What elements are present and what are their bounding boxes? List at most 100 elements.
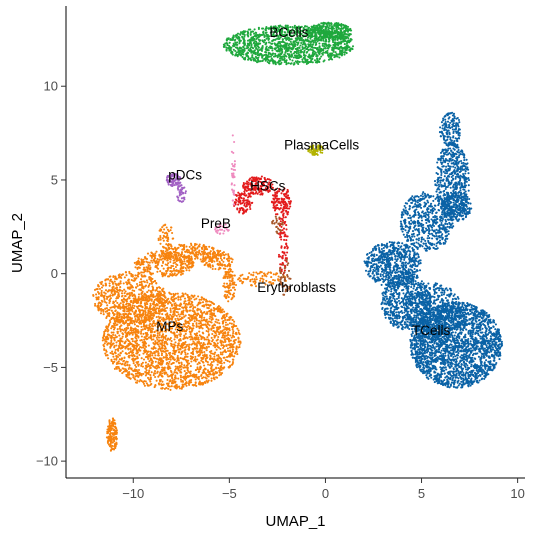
data-point xyxy=(415,260,418,263)
data-point xyxy=(408,254,411,257)
data-point xyxy=(254,55,257,58)
data-point xyxy=(256,58,260,61)
data-point xyxy=(439,190,442,193)
data-point xyxy=(431,212,434,215)
data-point xyxy=(429,205,432,208)
data-point xyxy=(429,209,432,212)
data-point xyxy=(440,183,443,187)
data-point xyxy=(441,217,445,221)
data-point xyxy=(370,262,373,265)
data-point xyxy=(255,40,258,43)
data-point xyxy=(410,233,414,236)
data-point xyxy=(429,242,432,245)
data-point xyxy=(481,373,484,376)
data-point xyxy=(453,334,456,337)
data-point xyxy=(404,264,407,267)
data-point xyxy=(464,216,467,219)
data-point xyxy=(285,63,288,66)
data-point xyxy=(277,54,280,57)
data-point xyxy=(271,42,274,45)
data-point xyxy=(447,232,450,236)
data-point xyxy=(257,27,260,31)
data-point xyxy=(444,354,447,357)
data-point xyxy=(466,207,469,210)
data-point xyxy=(257,42,260,45)
data-point xyxy=(322,42,326,45)
data-point xyxy=(392,324,395,327)
data-point xyxy=(454,183,457,186)
data-point xyxy=(444,157,447,161)
data-point xyxy=(394,308,398,311)
data-point xyxy=(440,221,443,225)
data-point xyxy=(261,27,265,30)
data-point xyxy=(420,238,423,241)
data-point xyxy=(467,189,470,192)
data-point xyxy=(397,296,400,299)
data-point xyxy=(404,206,407,209)
data-point xyxy=(428,246,431,249)
data-point xyxy=(319,28,322,31)
data-point xyxy=(397,276,400,279)
data-point xyxy=(401,306,404,309)
data-point xyxy=(464,209,467,212)
data-point xyxy=(405,253,408,256)
data-point xyxy=(445,196,448,199)
data-point xyxy=(457,166,460,169)
data-point xyxy=(389,249,392,252)
data-point xyxy=(414,213,417,216)
data-point xyxy=(410,281,413,284)
data-point xyxy=(436,161,439,164)
data-point xyxy=(465,328,468,331)
data-point xyxy=(271,39,274,42)
data-point xyxy=(330,27,333,30)
data-point xyxy=(406,234,409,237)
data-point xyxy=(447,214,450,217)
data-point xyxy=(313,26,316,29)
data-point xyxy=(400,321,403,324)
data-point xyxy=(414,195,417,198)
data-point xyxy=(311,40,314,43)
data-point xyxy=(446,120,450,123)
data-point xyxy=(444,118,447,121)
data-point xyxy=(235,36,238,39)
data-point xyxy=(390,258,393,261)
data-point xyxy=(252,47,255,50)
data-point xyxy=(449,191,453,194)
data-point xyxy=(371,270,375,273)
data-point xyxy=(403,222,406,225)
data-point xyxy=(443,127,446,130)
data-point xyxy=(458,183,461,186)
data-point xyxy=(453,195,456,198)
data-point xyxy=(317,48,320,51)
data-point xyxy=(421,228,425,231)
data-point xyxy=(441,236,444,239)
data-point xyxy=(408,259,411,263)
data-point xyxy=(408,208,411,211)
data-point xyxy=(411,290,414,293)
data-point xyxy=(371,254,374,257)
data-point xyxy=(444,161,447,164)
data-point xyxy=(377,244,380,247)
data-point xyxy=(421,197,424,200)
data-point xyxy=(344,32,347,36)
data-point xyxy=(446,225,449,228)
data-point xyxy=(447,147,450,150)
data-point xyxy=(344,46,347,49)
data-point xyxy=(281,58,284,61)
data-point xyxy=(432,209,435,212)
data-point xyxy=(442,152,445,155)
data-point xyxy=(465,178,468,181)
data-point xyxy=(316,58,319,61)
data-point xyxy=(414,200,417,203)
data-point xyxy=(313,59,317,62)
data-point xyxy=(388,241,391,244)
data-point xyxy=(247,55,250,58)
data-point xyxy=(405,279,408,282)
data-point xyxy=(365,253,369,256)
data-point xyxy=(333,42,337,45)
data-point xyxy=(434,231,438,234)
data-point xyxy=(407,249,410,252)
data-point xyxy=(343,53,346,56)
data-point xyxy=(448,181,451,184)
data-point xyxy=(292,56,295,59)
